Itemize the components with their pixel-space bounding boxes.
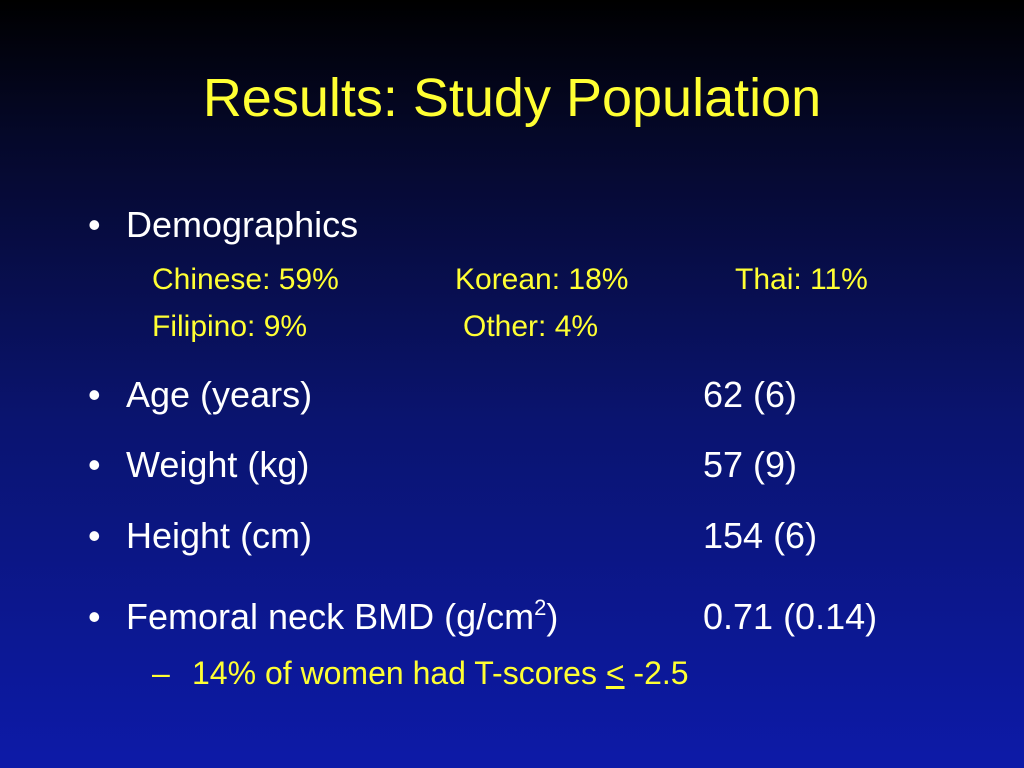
tscore-note-pre: 14% of women had T-scores: [192, 655, 606, 691]
bullet-label: Femoral neck BMD (g/cm2): [126, 596, 558, 638]
bullet-icon: •: [88, 515, 101, 556]
bullet-icon: •: [88, 204, 101, 245]
bmd-label-text: Femoral neck BMD (g/cm: [126, 596, 535, 637]
demographic-other: Other: 4%: [463, 310, 599, 343]
demographic-korean: Korean: 18%: [455, 263, 629, 296]
bullet-value: 154 (6): [703, 515, 818, 556]
less-equal-symbol: <: [605, 655, 625, 691]
demographic-chinese: Chinese: 59%: [152, 263, 339, 296]
bullet-label: Height (cm): [126, 515, 313, 556]
bullet-value: 57 (9): [703, 444, 798, 485]
bullet-icon: •: [88, 444, 101, 485]
bullet-label: Weight (kg): [126, 444, 310, 485]
bmd-label-close: ): [546, 596, 559, 637]
bullet-label: Demographics: [126, 204, 359, 245]
tscore-note-text: 14% of women had T-scores < -2.5: [192, 654, 689, 692]
demographic-filipino: Filipino: 9%: [152, 310, 308, 343]
bullet-icon: •: [88, 596, 101, 637]
demographic-thai: Thai: 11%: [735, 263, 868, 296]
tscore-note-post: -2.5: [624, 655, 689, 691]
bullet-value: 62 (6): [703, 374, 798, 415]
bmd-label-superscript: 2: [534, 595, 547, 620]
bullet-label: Age (years): [126, 374, 313, 415]
bullet-icon: •: [88, 374, 101, 415]
slide-title: Results: Study Population: [202, 68, 822, 128]
dash-icon: –: [152, 655, 170, 691]
bullet-value: 0.71 (0.14): [703, 596, 878, 637]
